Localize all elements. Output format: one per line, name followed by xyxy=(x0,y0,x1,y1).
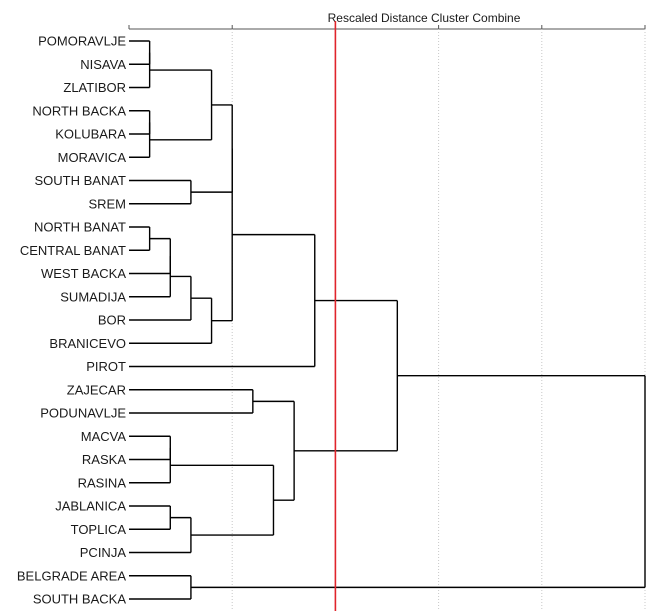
leaf-label: PODUNAVLJE xyxy=(40,406,126,421)
leaf-label: BOR xyxy=(98,313,126,328)
leaf-labels: POMORAVLJE NISAVA ZLATIBOR NORTH BACKA KOLUB… xyxy=(17,34,126,607)
leaf-label: TOPLICA xyxy=(71,522,127,537)
grid-lines xyxy=(231,29,646,611)
leaf-label: POMORAVLJE xyxy=(38,34,126,49)
leaf-label: NORTH BANAT xyxy=(34,220,126,235)
distance-axis xyxy=(128,25,646,30)
chart-title: Rescaled Distance Cluster Combine xyxy=(328,11,521,25)
leaf-label: SOUTH BACKA xyxy=(33,592,127,607)
leaf-label: SREM xyxy=(88,196,126,211)
leaf-label: MACVA xyxy=(81,429,127,444)
leaf-label: BRANICEVO xyxy=(49,336,126,351)
leaf-label: ZAJECAR xyxy=(67,382,126,397)
leaf-label: SUMADIJA xyxy=(60,289,126,304)
leaf-label: RASKA xyxy=(82,452,126,467)
leaf-label: PCINJA xyxy=(80,545,127,560)
leaf-label: NISAVA xyxy=(80,57,126,72)
leaf-label: KOLUBARA xyxy=(55,127,126,142)
leaf-label: RASINA xyxy=(78,475,127,490)
leaf-label: WEST BACKA xyxy=(41,266,126,281)
leaf-label: PIROT xyxy=(86,359,126,374)
leaf-label: NORTH BACKA xyxy=(32,103,126,118)
leaf-label: BELGRADE AREA xyxy=(17,568,126,583)
leaf-label: JABLANICA xyxy=(55,499,126,514)
leaf-label: SOUTH BANAT xyxy=(35,173,127,188)
leaf-label: MORAVICA xyxy=(58,150,127,165)
leaf-label: CENTRAL BANAT xyxy=(20,243,126,258)
leaf-label: ZLATIBOR xyxy=(63,80,126,95)
dendrogram-branches xyxy=(129,40,646,600)
